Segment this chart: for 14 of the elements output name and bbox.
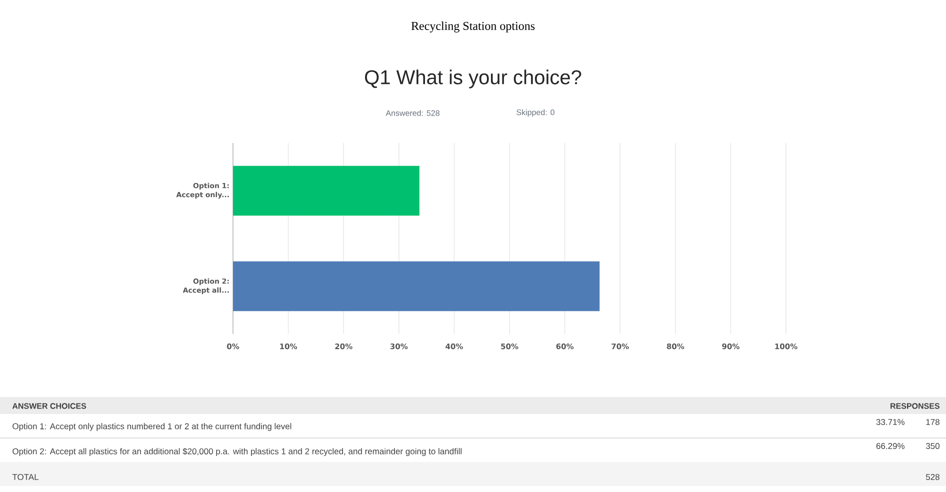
text: TOTAL <box>12 474 39 480</box>
text: 178 <box>926 418 940 426</box>
text: Answered: 528 <box>386 110 440 116</box>
chart-subtitle: Q1 What is your choice? <box>365 70 582 88</box>
chart-title: Recycling Station options <box>411 22 535 32</box>
text: 528 <box>926 474 940 480</box>
text: RESPONSES <box>890 403 940 409</box>
text: Option 1: Accept only plastics numbered 1 or 2 at the current funding level <box>12 423 292 431</box>
text: Option 2: Accept all plastics for an additional $20,000 p.a. with plastics 1 and 2 recycled, and remainder going to landfill <box>12 448 462 456</box>
text: Skipped: 0 <box>516 109 554 117</box>
text: 33.71% <box>876 418 904 426</box>
text: 350 <box>926 442 940 450</box>
text: ANSWER CHOICES <box>12 403 86 409</box>
text: 66.29% <box>876 442 904 450</box>
